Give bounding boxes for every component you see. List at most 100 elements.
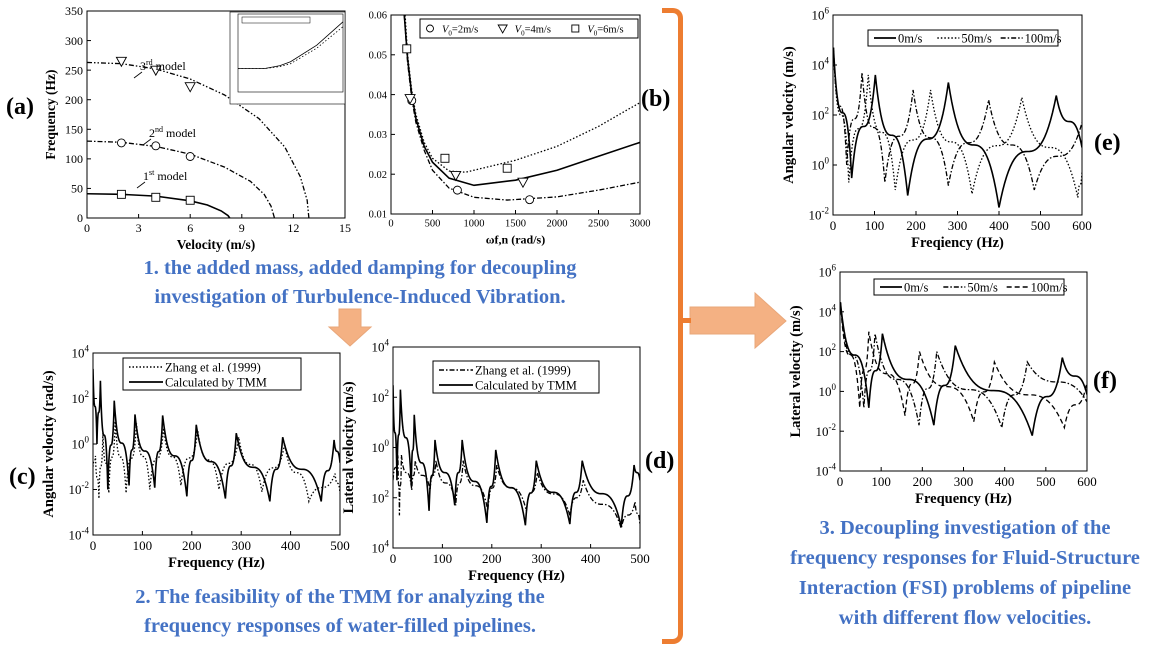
y-tick-label: 150 bbox=[65, 122, 83, 136]
y-tick-label: 250 bbox=[65, 63, 83, 77]
legend: 0m/s 50m/s 100m/s bbox=[873, 278, 1068, 296]
x-tick-label: 500 bbox=[425, 219, 441, 230]
x-tick-label: 12 bbox=[287, 221, 299, 235]
circle-marker bbox=[525, 195, 535, 205]
chart-e: 0 100 200 300 400 500 600 10-2 100 102 104 106 Freqi… bbox=[781, 6, 1092, 251]
caption-line: 1. the added mass, added damping for dec… bbox=[143, 257, 577, 279]
legend-box bbox=[867, 29, 1059, 47]
y-tick-label: 0.04 bbox=[369, 90, 388, 101]
circle-marker bbox=[452, 185, 462, 195]
y-tick-label: 106 bbox=[819, 263, 837, 280]
x-tick-label: 400 bbox=[989, 218, 1009, 233]
x-axis-label: ωf,n (rad/s) bbox=[486, 233, 545, 247]
y-tick-label: 102 bbox=[812, 106, 830, 123]
triangle-marker bbox=[115, 56, 128, 68]
legend-label: Zhang et al. (1999) bbox=[165, 361, 261, 375]
y-tick-label: 10-4 bbox=[816, 462, 837, 479]
series-group bbox=[393, 385, 640, 531]
panel-label-f: (f) bbox=[1093, 368, 1117, 394]
square-marker bbox=[502, 163, 512, 173]
annotation-pointer bbox=[142, 138, 152, 146]
x-tick-label: 200 bbox=[906, 218, 926, 233]
curve-annotation: 1st model bbox=[143, 168, 188, 183]
chart-c: 0 100 200 300 400 500 10-4 10-2 100 102 104 Frequen… bbox=[41, 344, 350, 571]
chart-f: 0 100 200 300 400 500 600 10-4 10-2 100 102 104 106 F… bbox=[788, 263, 1097, 507]
caption-step3: 3. Decoupling investigation of the frequ… bbox=[770, 513, 1160, 633]
x-tick-label: 300 bbox=[531, 551, 551, 566]
x-tick-label: 6 bbox=[187, 221, 193, 235]
y-axis-label: Frequency (Hz) bbox=[43, 69, 58, 159]
y-tick-label: 104 bbox=[72, 344, 90, 361]
y-tick-label: 200 bbox=[65, 93, 83, 107]
y-tick-label: 100 bbox=[812, 156, 830, 173]
y-tick-label: 102 bbox=[72, 389, 90, 406]
legend-label: 0m/s bbox=[898, 32, 922, 46]
x-tick-label: 600 bbox=[1077, 474, 1097, 489]
plot-frame bbox=[86, 10, 346, 219]
y-tick-label: 10-2 bbox=[69, 480, 90, 497]
panel-label-d: (d) bbox=[645, 448, 675, 474]
circle-marker bbox=[185, 152, 195, 161]
legend-label: V0=6m/s bbox=[587, 25, 623, 38]
panel-label-b: (b) bbox=[641, 86, 671, 112]
series-group bbox=[403, 15, 640, 201]
y-tick-label: 0.03 bbox=[369, 130, 387, 141]
square-marker bbox=[571, 24, 580, 33]
triangle-marker bbox=[404, 94, 416, 105]
x-tick-label: 500 bbox=[1031, 218, 1051, 233]
series-line-50m-s bbox=[833, 47, 1082, 198]
legend: Zhang et al. (1999)Calculated by TMM bbox=[122, 357, 302, 391]
series-line-0m-s bbox=[833, 47, 1082, 208]
y-tick-label: 0 bbox=[77, 211, 83, 225]
annotation-pointer bbox=[136, 181, 146, 189]
plot-frame bbox=[390, 14, 641, 215]
series-line-100m-s bbox=[840, 302, 1087, 430]
legend-label: 100m/s bbox=[1025, 32, 1062, 46]
y-tick-label: 0.05 bbox=[369, 50, 387, 61]
x-tick-label: 0 bbox=[90, 538, 97, 553]
series-line-curve-3 bbox=[87, 61, 310, 218]
series-line-curve-1 bbox=[87, 192, 231, 218]
series-line-v0-4m-s bbox=[403, 15, 640, 187]
curve-annotation: 3rd model bbox=[140, 58, 186, 73]
grouping-bracket bbox=[662, 8, 683, 644]
x-tick-label: 9 bbox=[239, 221, 245, 235]
series-line-0m-s bbox=[840, 302, 1087, 436]
panel-label-c: (c) bbox=[9, 464, 36, 490]
y-tick-label: 104 bbox=[372, 539, 390, 556]
y-tick-label: 100 bbox=[819, 382, 837, 399]
x-tick-label: 0 bbox=[830, 218, 837, 233]
series-line-v0-6m-s bbox=[404, 15, 640, 173]
legend-label: 0m/s bbox=[904, 281, 928, 295]
legend-label: V0=2m/s bbox=[442, 25, 478, 38]
legend-label: V0=4m/s bbox=[515, 25, 551, 38]
legend-label: 50m/s bbox=[961, 32, 992, 46]
y-tick-label: 102 bbox=[819, 342, 837, 359]
x-tick-label: 200 bbox=[913, 474, 933, 489]
triangle-marker bbox=[449, 170, 462, 182]
y-tick-label: 0.06 bbox=[369, 11, 387, 22]
y-tick-label: 50 bbox=[71, 182, 83, 196]
triangle-marker bbox=[184, 82, 196, 93]
chart-d: 0 100 200 300 400 500 104 102 100 102 104 Frequency… bbox=[341, 338, 650, 584]
circle-marker bbox=[426, 24, 434, 33]
x-axis-label: Frequency (Hz) bbox=[168, 555, 265, 571]
y-tick-label: 10-2 bbox=[809, 206, 830, 223]
x-tick-label: 400 bbox=[281, 538, 301, 553]
series-line-curve-2 bbox=[87, 140, 276, 218]
y-tick-label: 104 bbox=[812, 56, 830, 73]
series-line-zhang-et-al-1999- bbox=[393, 454, 640, 531]
y-tick-label: 350 bbox=[65, 4, 83, 18]
x-tick-label: 15 bbox=[339, 221, 351, 235]
legend-label: Zhang et al. (1999) bbox=[475, 364, 571, 378]
caption-step1: 1. the added mass, added damping for dec… bbox=[60, 254, 660, 312]
caption-line: 3. Decoupling investigation of the bbox=[819, 517, 1111, 539]
y-tick-label: 10-4 bbox=[69, 526, 90, 543]
legend-label: Calculated by TMM bbox=[475, 379, 577, 393]
panel-label-e: (e) bbox=[1094, 130, 1121, 156]
series-line-calculated-by-tmm bbox=[393, 385, 640, 527]
y-tick-label: 102 bbox=[372, 388, 390, 405]
x-tick-label: 0 bbox=[84, 221, 90, 235]
